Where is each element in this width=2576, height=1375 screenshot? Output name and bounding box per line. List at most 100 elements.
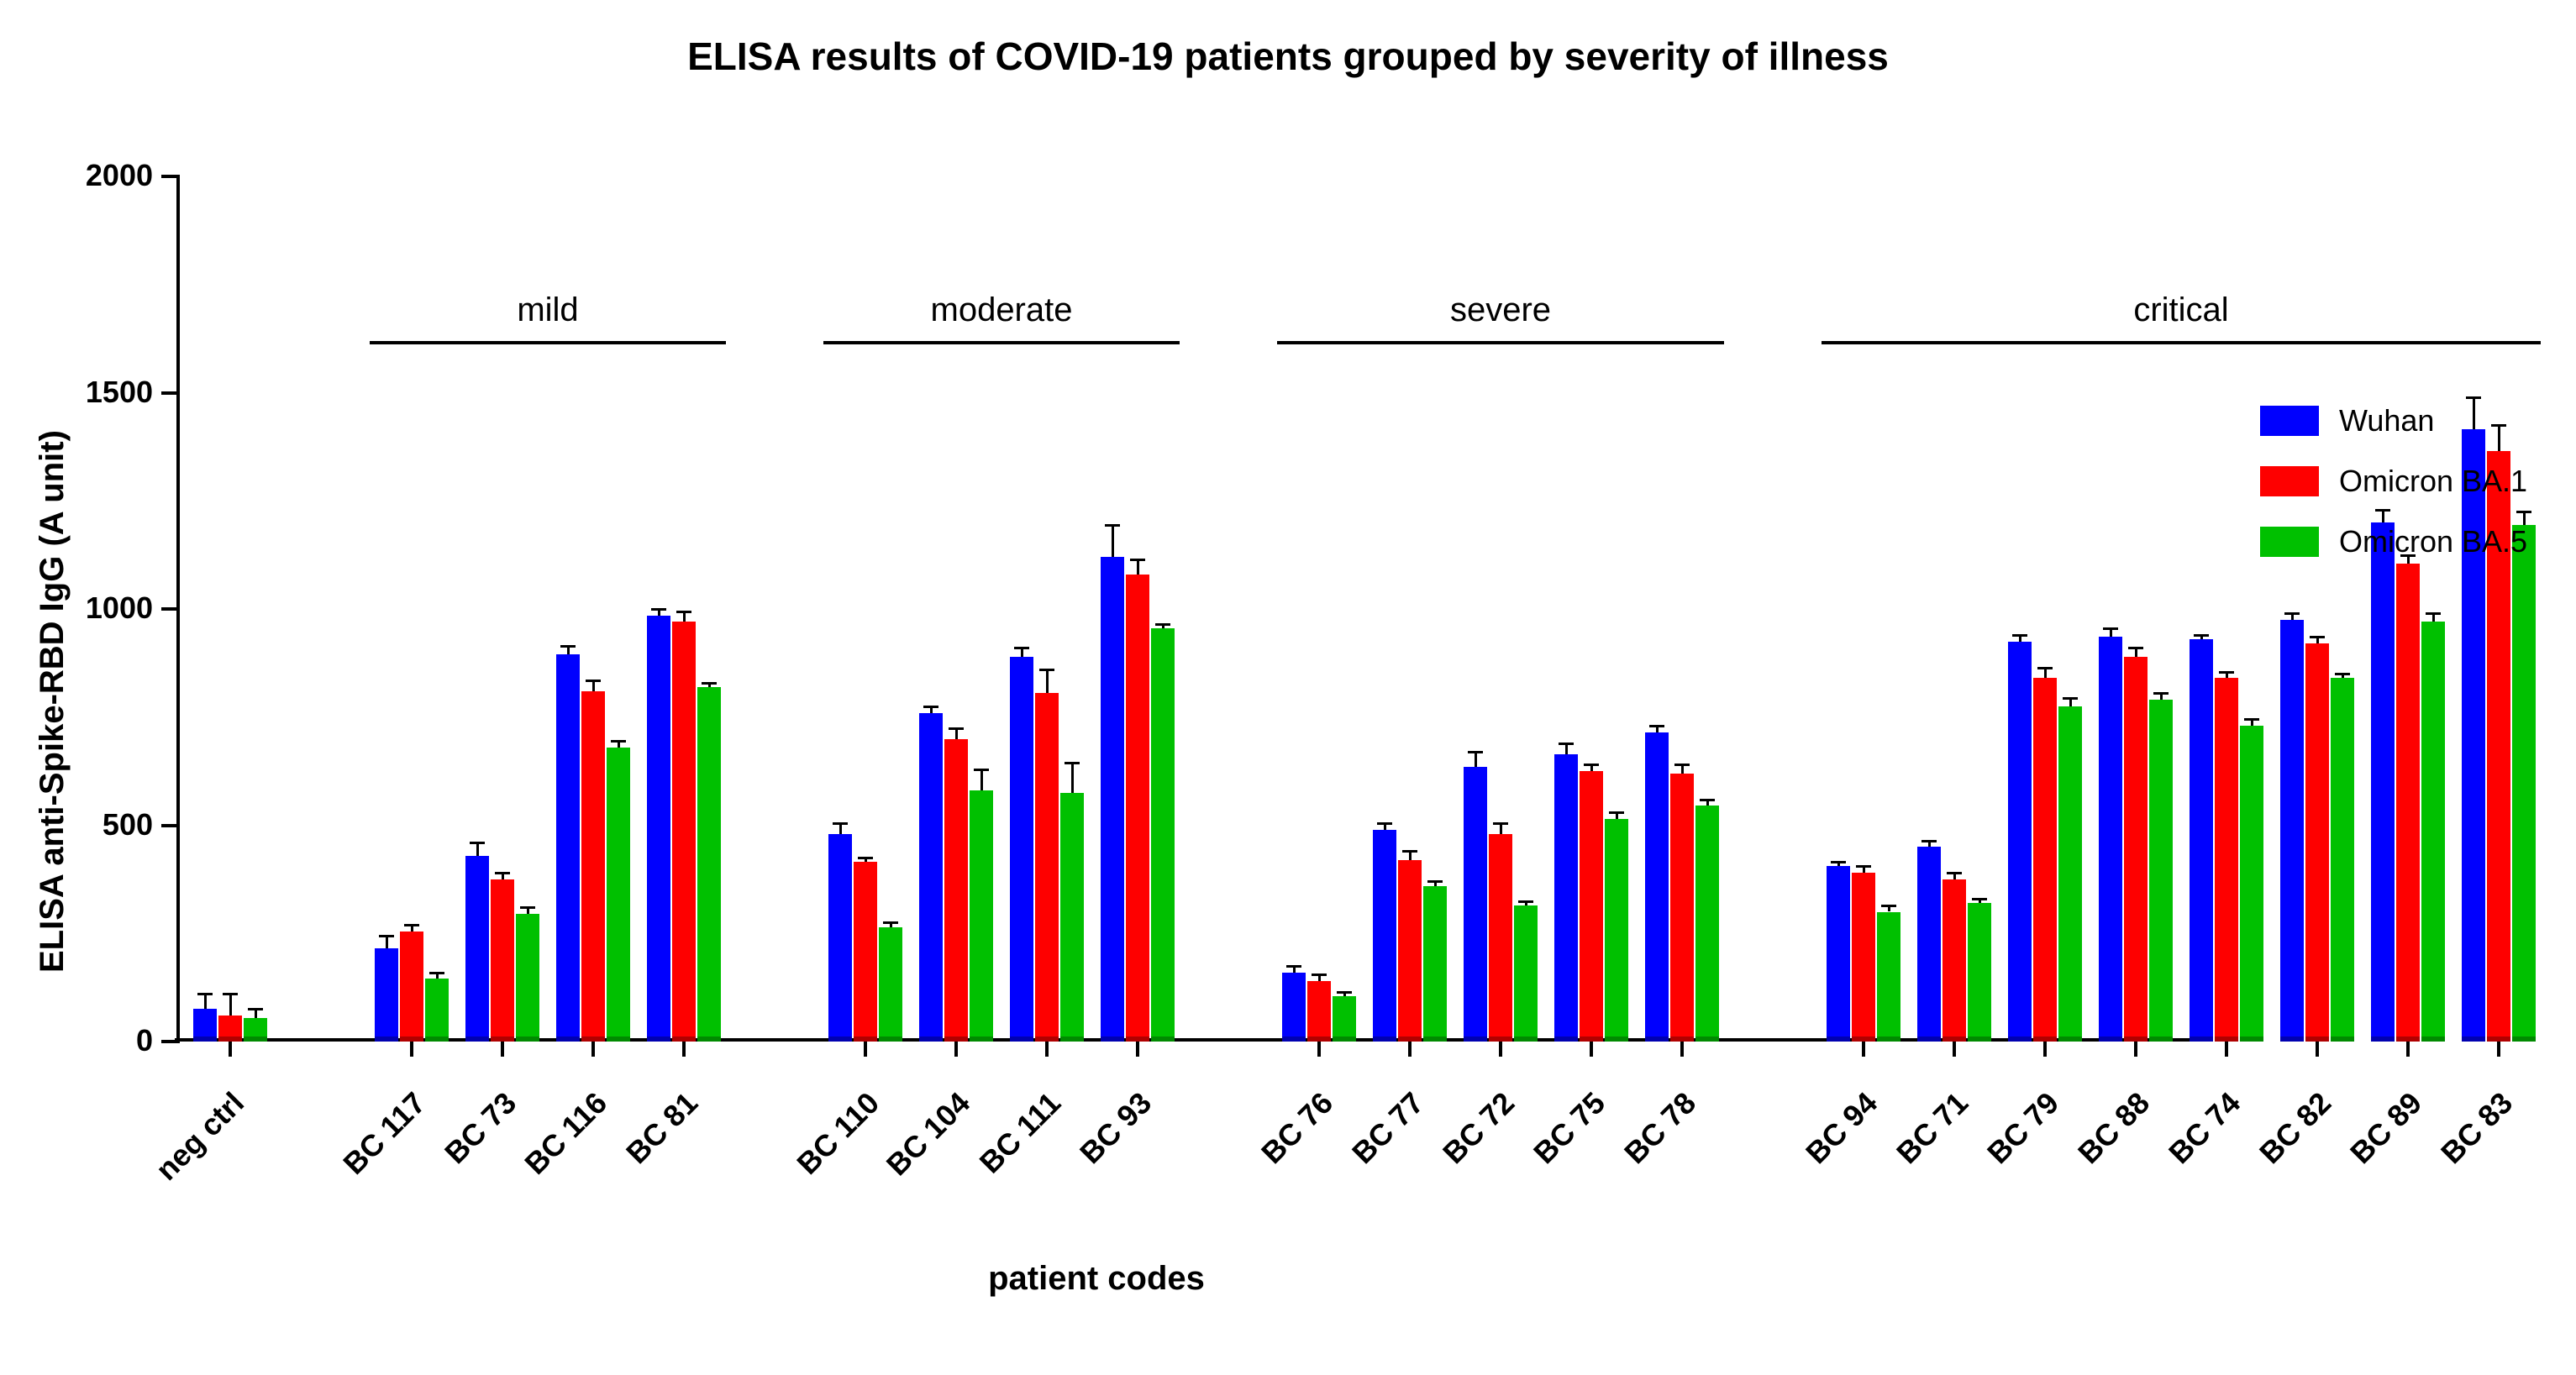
error-cap [949, 727, 964, 730]
bar [516, 914, 539, 1042]
bar [1126, 575, 1149, 1042]
x-tick [2225, 1042, 2228, 1057]
bar [581, 691, 605, 1042]
y-tick [161, 607, 176, 611]
bar [2280, 620, 2304, 1042]
bar [1580, 771, 1603, 1042]
error-cap [1881, 905, 1896, 907]
error-bar [476, 842, 479, 855]
bar [2124, 657, 2148, 1042]
error-cap [2219, 671, 2234, 674]
bar [2305, 643, 2329, 1042]
x-tick [2497, 1042, 2500, 1057]
error-cap [1286, 965, 1301, 968]
y-tick-label: 500 [35, 807, 153, 842]
legend-item: Omicron BA.5 [2260, 524, 2527, 559]
bar [2240, 726, 2263, 1042]
x-tick [410, 1042, 413, 1057]
bar [2149, 700, 2173, 1042]
error-cap [702, 682, 717, 685]
legend: WuhanOmicron BA.1Omicron BA.5 [2260, 403, 2527, 585]
bar [1307, 981, 1331, 1042]
error-cap [495, 872, 510, 874]
bar [1060, 793, 1084, 1042]
error-cap [1130, 559, 1145, 561]
error-cap [1312, 974, 1327, 976]
error-cap [651, 608, 666, 611]
bar [1423, 886, 1447, 1042]
bar [1398, 860, 1422, 1042]
error-cap [2194, 634, 2209, 637]
x-tick [2043, 1042, 2047, 1057]
bar [1489, 834, 1512, 1042]
error-cap [2244, 718, 2259, 721]
error-cap [470, 842, 485, 844]
bar [1827, 866, 1850, 1042]
error-cap [858, 857, 873, 859]
x-tick [1590, 1042, 1593, 1057]
x-tick [2316, 1042, 2319, 1057]
bar [1943, 879, 1966, 1042]
y-tick-label: 0 [35, 1023, 153, 1058]
x-axis-label: patient codes [0, 1260, 2193, 1298]
bar [425, 979, 449, 1042]
bar [1554, 754, 1578, 1042]
bar [1695, 806, 1719, 1042]
bar [2421, 622, 2445, 1042]
error-cap [2335, 673, 2350, 675]
bar [854, 862, 877, 1042]
error-cap [2037, 667, 2053, 669]
bar [2396, 564, 2420, 1042]
error-cap [2310, 636, 2325, 638]
error-cap [1947, 872, 1962, 874]
severity-group-label: severe [1277, 291, 1724, 329]
error-cap [923, 706, 938, 708]
bar [1877, 912, 1900, 1042]
severity-group-label: mild [370, 291, 726, 329]
bar [556, 654, 580, 1042]
chart-canvas: ELISA results of COVID-19 patients group… [0, 0, 2576, 1375]
bar [1514, 905, 1538, 1042]
plot-area: 0500100015002000neg ctrlBC 117BC 73BC 11… [176, 176, 2193, 1042]
error-cap [1921, 840, 1937, 842]
error-bar [229, 994, 232, 1016]
bar [1605, 819, 1628, 1042]
x-tick [1953, 1042, 1956, 1057]
bar [944, 739, 968, 1042]
y-tick [161, 1040, 176, 1043]
bar [607, 748, 630, 1042]
bar [1464, 767, 1487, 1042]
bar [218, 1016, 242, 1042]
x-tick [501, 1042, 504, 1057]
x-tick [1862, 1042, 1865, 1057]
bar [647, 616, 670, 1042]
bar [1852, 873, 1875, 1042]
error-cap [2012, 634, 2027, 637]
error-bar [1475, 752, 1477, 767]
bar [2331, 678, 2354, 1042]
legend-label: Omicron BA.5 [2339, 524, 2527, 559]
bar [2512, 525, 2536, 1042]
y-tick [161, 824, 176, 827]
bar [2190, 639, 2213, 1042]
error-cap [2426, 612, 2441, 615]
error-cap [1402, 850, 1417, 853]
bar [400, 932, 423, 1042]
y-tick [161, 175, 176, 178]
error-cap [1856, 865, 1871, 868]
bar [1373, 830, 1396, 1042]
error-cap [2466, 396, 2481, 399]
severity-group-line [823, 341, 1180, 344]
error-bar [1137, 559, 1139, 575]
bar [1670, 774, 1694, 1042]
bar [1151, 628, 1175, 1042]
y-tick-label: 2000 [35, 158, 153, 193]
bar [970, 790, 993, 1042]
error-cap [2153, 692, 2169, 695]
y-tick-label: 1000 [35, 590, 153, 626]
bar [1101, 557, 1124, 1042]
bar [244, 1018, 267, 1042]
x-tick [954, 1042, 958, 1057]
bar [2033, 678, 2057, 1042]
error-bar [204, 994, 207, 1009]
